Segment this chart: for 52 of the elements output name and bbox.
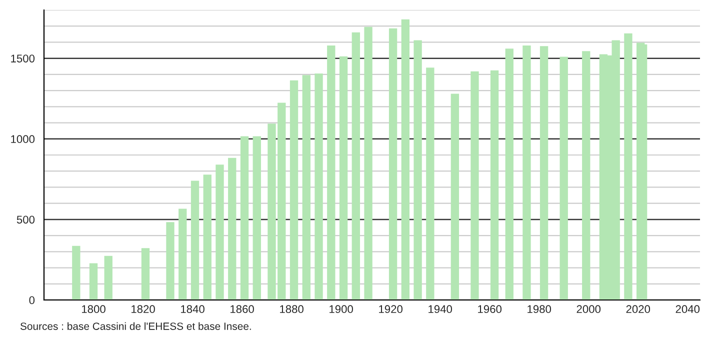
bar: [302, 75, 310, 300]
bar: [89, 263, 98, 300]
bar: [352, 32, 360, 300]
x-tick-label: 1960: [478, 305, 502, 314]
bar: [178, 208, 187, 300]
bar: [203, 174, 212, 300]
bar: [104, 256, 112, 300]
bar: [401, 19, 410, 300]
bar: [505, 48, 514, 300]
x-tick-label: 1980: [528, 305, 552, 314]
x-tick-label: 2000: [576, 305, 601, 314]
x-tick-label: 1860: [230, 305, 254, 314]
bar: [339, 56, 348, 300]
bar: [166, 222, 174, 300]
x-tick-label: 1820: [132, 305, 155, 314]
source-note: Sources : base Cassini de l'EHESS et base Insee.: [20, 322, 251, 330]
bar: [228, 158, 236, 300]
x-tick-label: 1920: [379, 305, 402, 314]
bar: [470, 71, 479, 300]
bar: [624, 33, 632, 300]
x-tick-label: 1840: [181, 305, 204, 314]
bar: [612, 40, 620, 300]
bar: [540, 46, 548, 300]
x-tick-label: 1900: [330, 305, 353, 314]
bar: [636, 42, 645, 300]
y-tick-label: 1000: [11, 135, 35, 144]
bar: [252, 136, 261, 300]
bar: [450, 94, 460, 300]
bar: [364, 26, 372, 300]
bar: [522, 45, 531, 300]
bar: [414, 40, 422, 300]
bar: [141, 248, 150, 300]
y-tick-label: 500: [16, 216, 35, 224]
bar: [72, 246, 80, 300]
bar: [290, 80, 298, 300]
x-tick-label: 2040: [676, 305, 700, 314]
bar: [426, 68, 434, 300]
y-tick-label: 1500: [11, 54, 35, 62]
bar: [560, 56, 568, 300]
y-tick-label: 0: [29, 296, 35, 304]
bar: [314, 73, 323, 300]
x-tick-label: 1940: [428, 305, 452, 314]
bar: [490, 70, 499, 300]
x-tick-label: 2020: [626, 305, 650, 314]
bar: [240, 136, 249, 300]
bar: [327, 45, 336, 300]
bar: [190, 180, 200, 300]
bar: [388, 28, 398, 300]
bar: [216, 164, 224, 300]
x-tick-label: 1800: [82, 305, 106, 314]
x-tick-label: 1880: [280, 305, 304, 314]
bar: [582, 51, 590, 300]
